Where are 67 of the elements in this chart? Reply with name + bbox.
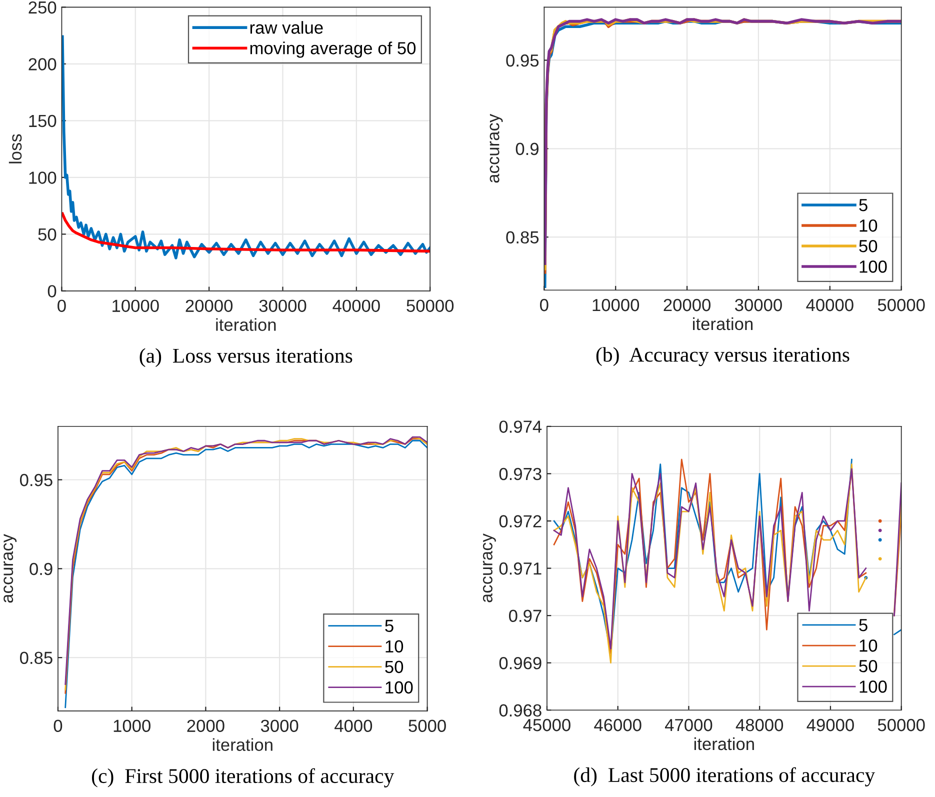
x-tick-label: 40000 <box>332 300 380 312</box>
x-tick-label: 0 <box>58 300 66 312</box>
legend-label: 100 <box>860 680 887 693</box>
y-tick-label: 0.9 <box>30 562 52 576</box>
legend-label: 5 <box>859 619 868 632</box>
legend-label: raw value <box>250 21 323 34</box>
x-tick-label: 20000 <box>186 300 233 312</box>
y-tick-label: 0.969 <box>499 657 542 670</box>
x-tick-label: 10000 <box>112 300 159 312</box>
legend-label: 10 <box>860 639 878 652</box>
x-tick-label: 48000 <box>736 718 784 732</box>
x-tick-label: 4000 <box>334 720 372 732</box>
legend-label: 50 <box>385 660 404 674</box>
text: (a) Loss versus iterations <box>140 348 352 368</box>
legend-label: 100 <box>386 681 413 694</box>
text: (d) Last 5000 iterations of accuracy <box>574 767 876 786</box>
legend-label: 10 <box>386 640 404 653</box>
x-tick-label: 10000 <box>592 298 640 312</box>
y-tick-label: 50 <box>38 228 56 241</box>
text: (b) Accuracy versus iterations <box>596 347 850 366</box>
y-tick-label: 0 <box>48 285 56 298</box>
y-tick-label: 0.95 <box>20 474 52 486</box>
y-tick-label: 0.972 <box>499 515 542 528</box>
x-tick-label: 5000 <box>408 720 446 732</box>
x-tick-label: 1000 <box>114 720 150 732</box>
legend-label: 10 <box>860 219 878 232</box>
legend-label: 5 <box>859 199 868 212</box>
legend-label: moving average of 50 <box>250 42 416 58</box>
x-axis-title: iteration <box>693 317 753 330</box>
x-axis-title: iteration <box>216 318 276 331</box>
x-tick-label: 30000 <box>735 298 782 312</box>
y-tick-label: 0.9 <box>516 142 538 156</box>
x-tick-label: 30000 <box>259 300 306 312</box>
y-axis-title: accuracy <box>4 534 17 603</box>
y-tick-label: 0.85 <box>506 231 539 244</box>
y-tick-label: 0.971 <box>499 562 542 575</box>
legend-label: 5 <box>385 620 394 632</box>
x-tick-label: 20000 <box>664 298 710 312</box>
x-tick-label: 2000 <box>187 720 224 732</box>
y-tick-label: 0.973 <box>499 468 542 480</box>
x-tick-label: 45000 <box>523 718 570 732</box>
y-axis-title: loss <box>8 134 22 164</box>
x-axis-title: iteration <box>212 738 272 751</box>
x-tick-label: 3000 <box>260 720 298 732</box>
x-tick-label: 40000 <box>806 298 854 312</box>
x-axis-title: iteration <box>694 737 754 750</box>
y-tick-label: 0.95 <box>506 54 539 67</box>
y-tick-label: 100 <box>29 172 56 184</box>
legend-label: 50 <box>859 240 878 252</box>
x-tick-label: 50000 <box>878 298 925 312</box>
legend-label: 50 <box>859 660 878 672</box>
y-tick-label: 0.968 <box>499 704 542 717</box>
y-tick-label: 0.97 <box>509 610 542 622</box>
y-tick-label: 250 <box>28 1 56 14</box>
y-axis-title: accuracy <box>482 534 496 602</box>
x-tick-label: 50000 <box>878 718 925 732</box>
x-tick-label: 50000 <box>406 300 454 312</box>
y-tick-label: 0.974 <box>499 420 542 433</box>
x-tick-label: 47000 <box>664 718 712 732</box>
y-axis-title: accuracy <box>490 114 503 183</box>
y-tick-label: 150 <box>29 114 56 128</box>
text: (c) First 5000 iterations of accuracy <box>92 768 394 788</box>
y-tick-label: 0.85 <box>20 652 52 664</box>
y-tick-label: 200 <box>28 58 56 70</box>
x-tick-label: 49000 <box>806 718 854 732</box>
legend-label: 100 <box>860 260 887 273</box>
x-tick-label: 46000 <box>594 718 642 732</box>
